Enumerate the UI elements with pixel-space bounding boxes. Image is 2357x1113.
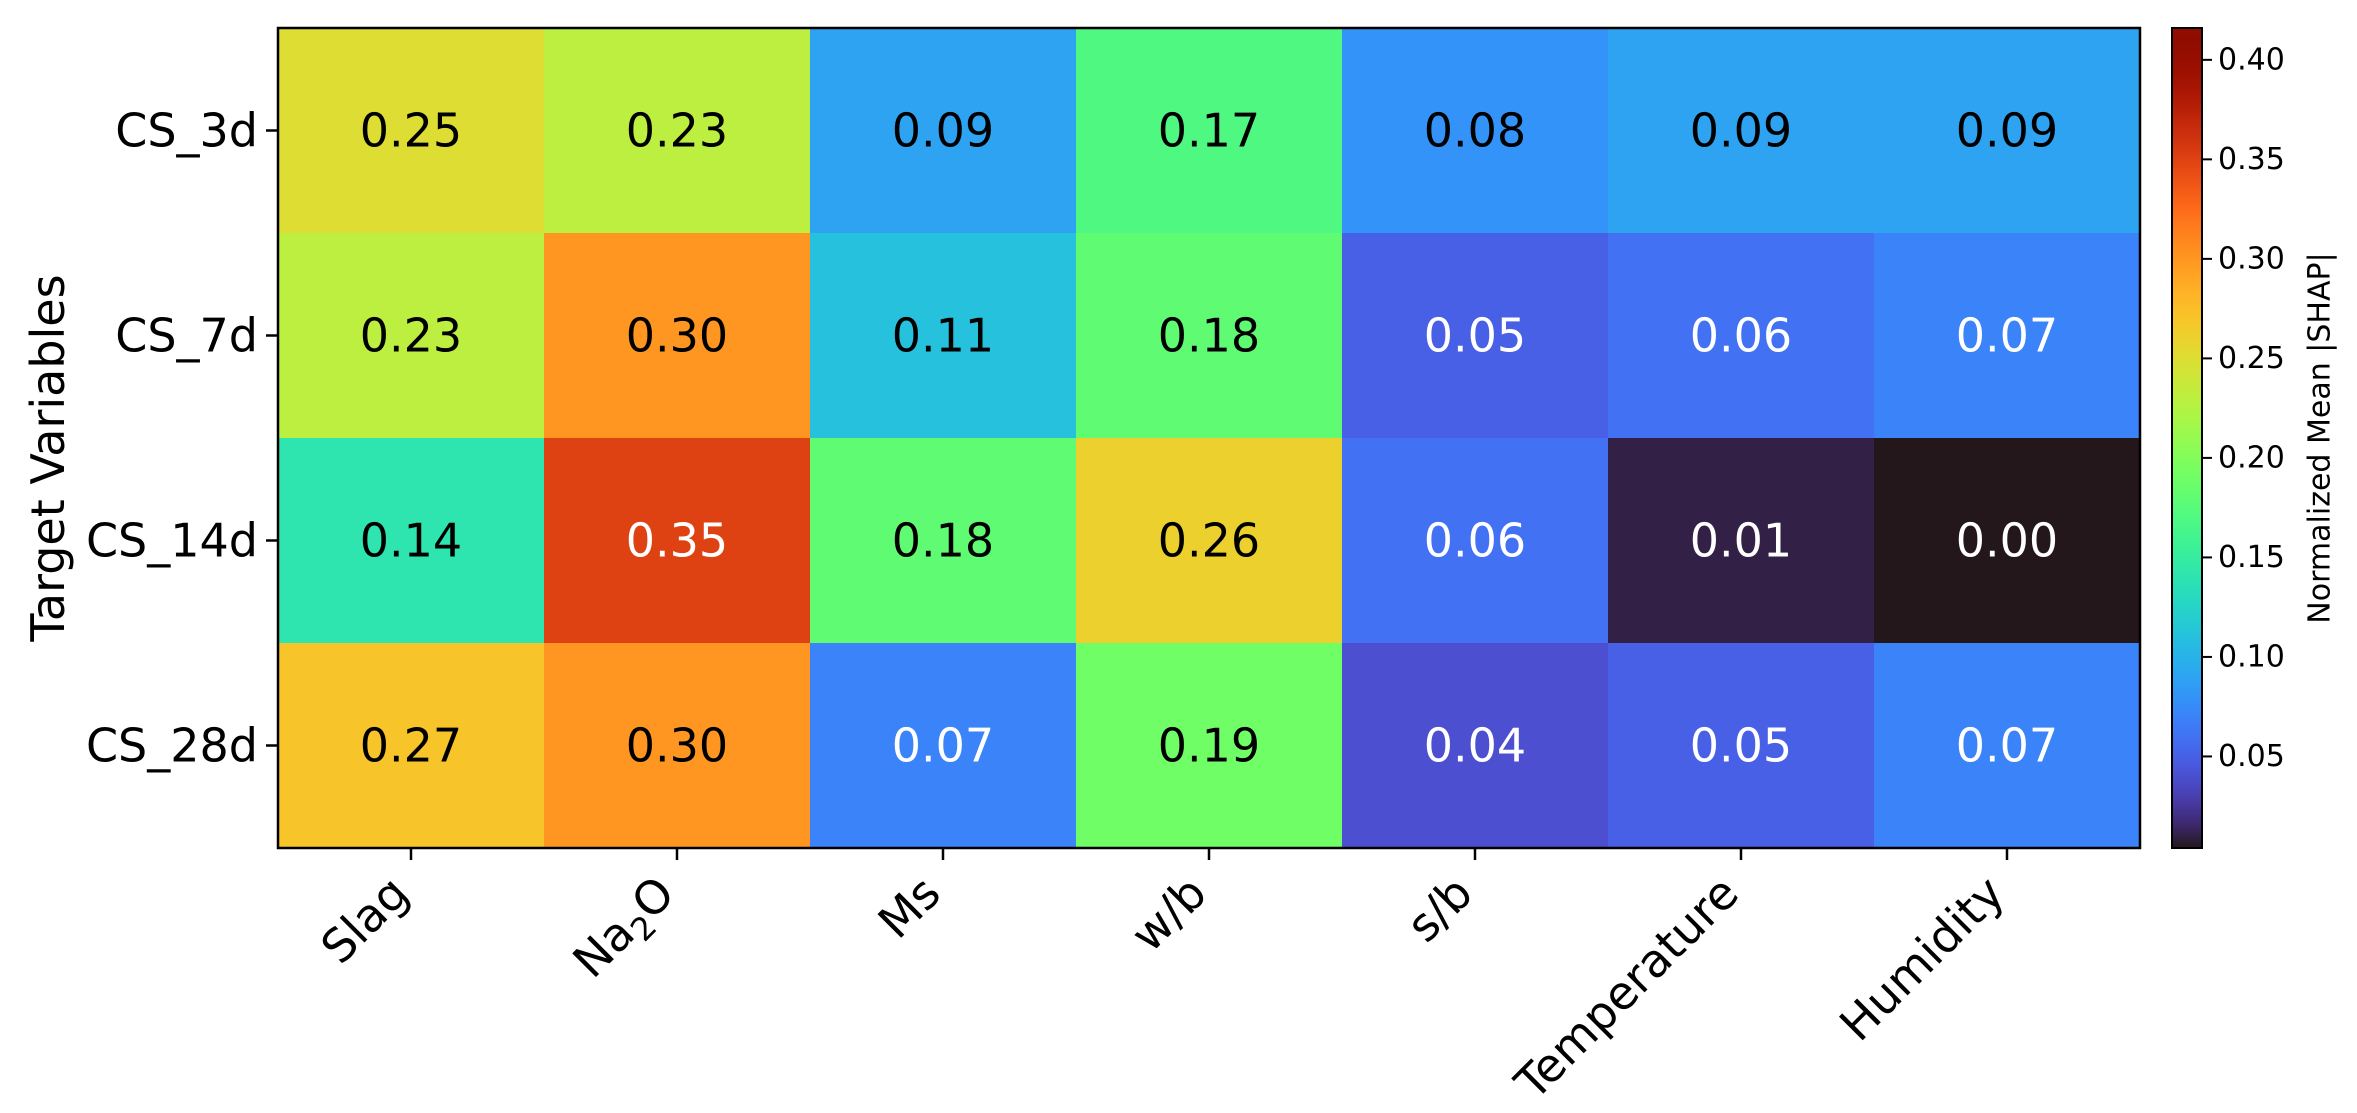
cell-value-label: 0.18	[892, 514, 994, 568]
cell-value-label: 0.23	[360, 309, 462, 363]
x-tick-label: Na2O	[562, 866, 689, 993]
heatmap-cell	[810, 233, 1077, 439]
x-tick-label: Humidity	[1829, 866, 2015, 1052]
heatmap-cell	[1608, 643, 1875, 849]
heatmap-cell	[544, 643, 811, 849]
colorbar-tick-label: 0.30	[2218, 241, 2285, 276]
heatmap-cell	[1342, 233, 1609, 439]
cell-value-label: 0.06	[1424, 514, 1526, 568]
colorbar-tick-label: 0.40	[2218, 42, 2285, 77]
heatmap-cell	[1342, 438, 1609, 644]
cell-value-label: 0.09	[892, 104, 994, 158]
heatmap-cell	[1608, 438, 1875, 644]
x-tick-label: Slag	[310, 866, 418, 974]
heatmap-cell	[810, 28, 1077, 234]
cell-value-label: 0.01	[1690, 514, 1792, 568]
cell-value-label: 0.23	[626, 104, 728, 158]
cell-value-label: 0.35	[626, 514, 728, 568]
heatmap-cell	[278, 233, 545, 439]
cell-value-label: 0.05	[1424, 309, 1526, 363]
cell-value-label: 0.06	[1690, 309, 1792, 363]
heatmap-cell	[1874, 438, 2141, 644]
y-tick-label: CS_7d	[115, 309, 258, 363]
heatmap-cell	[1874, 28, 2141, 234]
heatmap-cell	[1342, 28, 1609, 234]
x-tick-label: s/b	[1396, 866, 1483, 953]
cell-value-label: 0.09	[1956, 104, 2058, 158]
cell-value-label: 0.11	[892, 309, 994, 363]
cell-value-label: 0.05	[1690, 719, 1792, 773]
heatmap-cells	[278, 28, 2141, 849]
colorbar-tick-label: 0.20	[2218, 440, 2285, 475]
heatmap-cell-labels: 0.25 0.23 0.09 0.17 0.08 0.09 0.09 0.23 0.30 0.11…	[360, 104, 2058, 773]
cell-value-label: 0.07	[1956, 719, 2058, 773]
colorbar-tick-label: 0.15	[2218, 540, 2285, 575]
cell-value-label: 0.07	[892, 719, 994, 773]
cell-value-label: 0.14	[360, 514, 462, 568]
heatmap-cell	[544, 438, 811, 644]
x-axis-ticks: Slag Na2O Ms w/b s/b Temperature Humidity	[310, 848, 2015, 1111]
cell-value-label: 0.07	[1956, 309, 2058, 363]
heatmap-cell	[1342, 643, 1609, 849]
heatmap-cell	[1608, 233, 1875, 439]
cell-value-label: 0.00	[1956, 514, 2058, 568]
heatmap-cell	[1874, 233, 2141, 439]
cell-value-label: 0.17	[1158, 104, 1260, 158]
heatmap-cell	[278, 28, 545, 234]
colorbar-title: Normalized Mean |SHAP|	[2303, 252, 2338, 623]
heatmap-cell	[1076, 28, 1343, 234]
y-axis-title: Target Variables	[21, 274, 75, 642]
y-tick-label: CS_3d	[115, 104, 258, 158]
heatmap-cell	[810, 643, 1077, 849]
cell-value-label: 0.30	[626, 309, 728, 363]
heatmap-cell	[1076, 438, 1343, 644]
y-tick-label: CS_28d	[86, 719, 258, 773]
cell-value-label: 0.30	[626, 719, 728, 773]
cell-value-label: 0.19	[1158, 719, 1260, 773]
x-tick-label: Ms	[868, 866, 951, 949]
colorbar-tick-label: 0.25	[2218, 341, 2285, 376]
colorbar: 0.05 0.10 0.15 0.20 0.25 0.30 0.35 0.40	[2171, 27, 2285, 849]
colorbar-gradient	[2171, 27, 2203, 849]
cell-value-label: 0.08	[1424, 104, 1526, 158]
heatmap-cell	[1076, 643, 1343, 849]
cell-value-label: 0.04	[1424, 719, 1526, 773]
cell-value-label: 0.09	[1690, 104, 1792, 158]
cell-value-label: 0.27	[360, 719, 462, 773]
x-tick-label: Temperature	[1504, 866, 1749, 1111]
heatmap-cell	[1076, 233, 1343, 439]
heatmap-cell	[278, 643, 545, 849]
colorbar-tick-label: 0.35	[2218, 142, 2285, 177]
heatmap-cell	[1874, 643, 2141, 849]
colorbar-tick-label: 0.05	[2218, 739, 2285, 774]
y-tick-label: CS_14d	[86, 514, 258, 568]
cell-value-label: 0.26	[1158, 514, 1260, 568]
x-tick-label: w/b	[1120, 866, 1216, 962]
colorbar-tick-label: 0.10	[2218, 639, 2285, 674]
heatmap-cell	[544, 233, 811, 439]
heatmap-cell	[810, 438, 1077, 644]
cell-value-label: 0.18	[1158, 309, 1260, 363]
heatmap-cell	[1608, 28, 1875, 234]
cell-value-label: 0.25	[360, 104, 462, 158]
y-axis-ticks: CS_3d CS_7d CS_14d CS_28d	[86, 104, 278, 773]
heatmap-cell	[544, 28, 811, 234]
heatmap-cell	[278, 438, 545, 644]
